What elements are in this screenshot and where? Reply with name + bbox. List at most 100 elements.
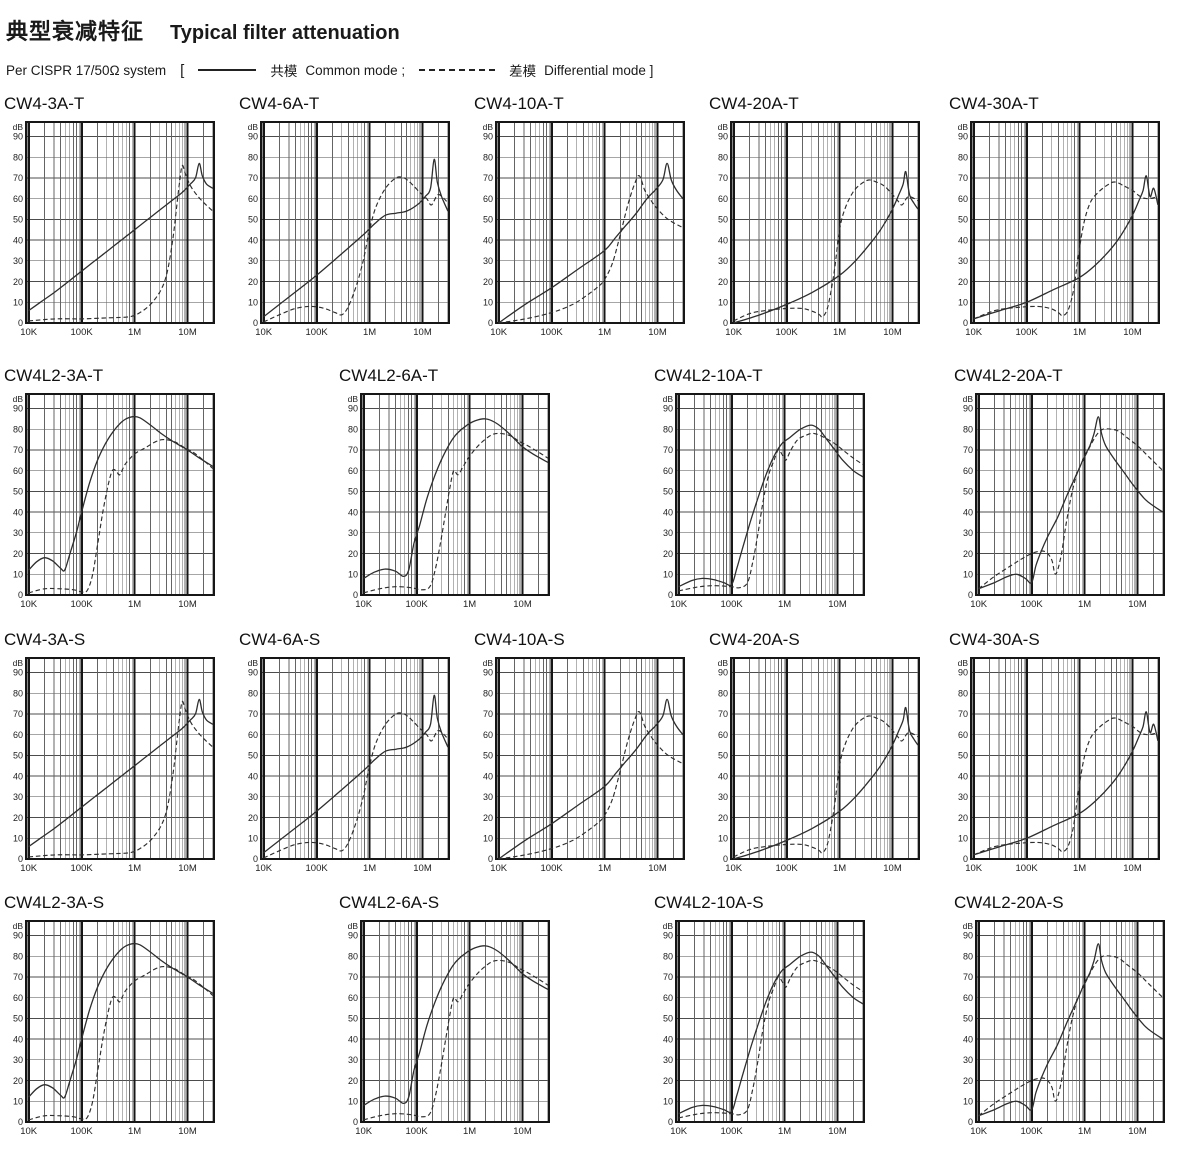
axis-tick-label: 90 <box>13 931 23 941</box>
chart-cw4-3a-s: CW4-3A-S dB 0 10 20 30 40 50 60 70 80 90 10K 100K 1M 10… <box>2 630 222 881</box>
axis-tick-label: 10 <box>483 297 493 307</box>
axis-tick-label: 90 <box>958 132 968 142</box>
axis-tick-label: 10M <box>828 1126 847 1137</box>
attenuation-plot: dB 0 10 20 30 40 50 60 70 80 90 10K 100K 1M 10M <box>963 393 1165 610</box>
axis-tick-label: 10K <box>355 599 373 610</box>
axis-tick-label: 30 <box>483 256 493 266</box>
axis-tick-label: 10K <box>670 1126 688 1137</box>
chart-title: CW4L2-20A-T <box>954 366 1063 385</box>
axis-tick-label: 70 <box>13 445 23 455</box>
axis-tick-label: 1M <box>1073 327 1086 338</box>
chart-cw4-20a-s: CW4-20A-S dB 0 10 20 30 40 50 60 70 80 90 10K 100K 1M 1… <box>707 630 927 881</box>
chart-cw4l2-10a-t: CW4L2-10A-T dB 0 10 20 30 40 50 60 70 80 90 10K 100K 1… <box>652 366 872 617</box>
axis-tick-label: 50 <box>13 215 23 225</box>
axis-tick-label: 10M <box>648 863 667 874</box>
axis-tick-label: 1M <box>128 599 141 610</box>
plot-border <box>25 920 215 1123</box>
plot-border <box>730 657 920 860</box>
chart-title: CW4-10A-T <box>474 94 564 113</box>
axis-tick-label: 10M <box>178 599 197 610</box>
plot-border <box>975 393 1165 596</box>
attenuation-plot: dB 0 10 20 30 40 50 60 70 80 90 10K 100K 1M 10M <box>663 920 865 1137</box>
axis-tick-label: 20 <box>718 813 728 823</box>
axis-tick-label: 50 <box>13 487 23 497</box>
axis-tick-label: 50 <box>13 751 23 761</box>
differential-mode-curve <box>678 432 864 592</box>
axis-tick-label: 70 <box>483 709 493 719</box>
axis-tick-label: 70 <box>348 972 358 982</box>
axis-tick-label: dB <box>958 122 969 132</box>
axis-tick-label: 60 <box>963 466 973 476</box>
common-mode-curve <box>28 942 214 1099</box>
axis-tick-label: 1M <box>128 327 141 338</box>
chart-title: CW4-3A-S <box>4 630 86 649</box>
axis-tick-label: 10M <box>178 863 197 874</box>
chart-title: CW4L2-10A-S <box>654 893 764 912</box>
chart-title: CW4L2-10A-T <box>654 366 763 385</box>
axis-tick-label: 100K <box>306 327 329 338</box>
axis-tick-label: 80 <box>13 152 23 162</box>
axis-tick-label: 10K <box>490 327 508 338</box>
axis-tick-label: 0 <box>723 854 728 864</box>
axis-tick-label: 80 <box>13 688 23 698</box>
axis-tick-label: 10 <box>958 297 968 307</box>
axis-tick-label: 80 <box>663 424 673 434</box>
axis-tick-label: 90 <box>963 931 973 941</box>
common-mode-curve <box>973 175 1159 320</box>
common-mode-curve <box>28 162 214 312</box>
axis-tick-label: 0 <box>253 318 258 328</box>
differential-mode-curve <box>498 711 684 860</box>
axis-tick-label: 40 <box>483 771 493 781</box>
axis-tick-label: 60 <box>958 194 968 204</box>
axis-tick-label: 90 <box>958 668 968 678</box>
axis-tick-label: 70 <box>248 709 258 719</box>
differential-mode-curve <box>978 955 1164 1117</box>
axis-tick-label: 10 <box>718 297 728 307</box>
axis-tick-label: 10M <box>1123 327 1142 338</box>
axis-tick-label: 50 <box>483 215 493 225</box>
solid-line-icon <box>198 69 257 71</box>
attenuation-plot: dB 0 10 20 30 40 50 60 70 80 90 10K 100K 1M 10M <box>963 920 1165 1137</box>
axis-tick-label: 10K <box>490 863 508 874</box>
common-mode-curve <box>498 698 684 860</box>
plot-border <box>25 121 215 324</box>
axis-tick-label: 10 <box>13 297 23 307</box>
axis-tick-label: 10M <box>413 863 432 874</box>
axis-tick-label: 0 <box>968 1117 973 1127</box>
plot-border <box>675 393 865 596</box>
axis-tick-label: 10 <box>663 1096 673 1106</box>
chart-cw4l2-6a-s: CW4L2-6A-S dB 0 10 20 30 40 50 60 70 80 90 10K 100K 1M… <box>337 893 557 1144</box>
axis-tick-label: 0 <box>353 590 358 600</box>
axis-tick-label: dB <box>718 122 729 132</box>
legend-system-label: Per CISPR 17/50Ω system <box>6 62 167 78</box>
axis-tick-label: 10M <box>1128 1126 1147 1137</box>
axis-tick-label: 100K <box>541 327 564 338</box>
axis-tick-label: 100K <box>306 863 329 874</box>
plot-border <box>970 121 1160 324</box>
axis-tick-label: 80 <box>483 688 493 698</box>
axis-tick-label: 10 <box>248 833 258 843</box>
axis-tick-label: 100K <box>1016 327 1039 338</box>
axis-tick-label: 30 <box>348 528 358 538</box>
axis-tick-label: 50 <box>13 1014 23 1024</box>
axis-tick-label: 70 <box>963 445 973 455</box>
axis-tick-label: 10K <box>20 1126 38 1137</box>
axis-tick-label: 80 <box>958 152 968 162</box>
axis-tick-label: 100K <box>721 1126 744 1137</box>
axis-tick-label: 10K <box>355 1126 373 1137</box>
axis-tick-label: 100K <box>776 327 799 338</box>
axis-tick-label: 40 <box>663 1034 673 1044</box>
chart-title: CW4-30A-S <box>949 630 1040 649</box>
axis-tick-label: 60 <box>348 466 358 476</box>
axis-tick-label: 70 <box>958 173 968 183</box>
axis-tick-label: 50 <box>348 1014 358 1024</box>
axis-tick-label: 10M <box>828 599 847 610</box>
axis-tick-label: dB <box>13 394 24 404</box>
plot-border <box>260 121 450 324</box>
axis-tick-label: 0 <box>18 1117 23 1127</box>
axis-tick-label: 80 <box>718 152 728 162</box>
axis-tick-label: 100K <box>71 863 94 874</box>
axis-tick-label: dB <box>483 122 494 132</box>
axis-tick-label: 1M <box>1078 1126 1091 1137</box>
axis-tick-label: 1M <box>833 327 846 338</box>
